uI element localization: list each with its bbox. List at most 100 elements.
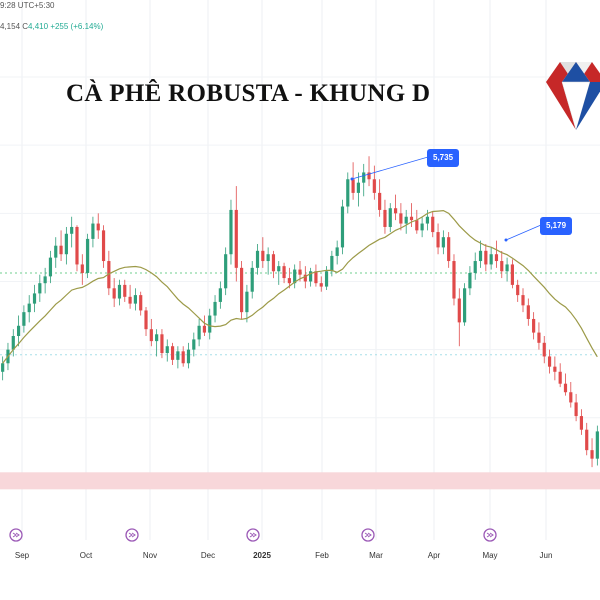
candle-body: [224, 254, 228, 289]
candle-body: [563, 383, 568, 393]
candle-body: [261, 250, 265, 262]
candle-body: [271, 254, 276, 272]
event-marker-icon[interactable]: [9, 528, 23, 542]
candle-body: [478, 250, 483, 262]
x-tick-label: Sep: [15, 551, 30, 560]
callout-may: 5,179: [540, 217, 573, 235]
x-tick-label: 2025: [253, 551, 271, 560]
candle-body: [431, 216, 435, 233]
candle-body: [234, 209, 238, 268]
candle-body: [356, 182, 360, 193]
candle-body: [367, 172, 371, 180]
candle-body: [91, 223, 95, 239]
x-axis: Sep Oct Nov Dec 2025 Feb Mar Apr May Jun: [15, 551, 553, 560]
candle-body: [558, 371, 562, 384]
candle-body: [335, 247, 339, 256]
candle-body: [266, 254, 270, 262]
x-tick-label: Mar: [369, 551, 383, 560]
candle-body: [128, 296, 132, 304]
close-label: C: [22, 22, 29, 31]
demand-zone: [0, 472, 600, 490]
x-tick-label: May: [482, 551, 497, 560]
candle-body: [192, 339, 196, 350]
callout-high: 5,735: [427, 149, 460, 167]
candle-body: [494, 254, 499, 262]
candle-body: [303, 274, 307, 282]
x-tick-label: Feb: [315, 551, 329, 560]
event-marker-icon[interactable]: [361, 528, 375, 542]
event-marker-icon[interactable]: [246, 528, 260, 542]
candle-body: [298, 269, 302, 275]
candle-body: [532, 318, 536, 333]
candle-body: [11, 336, 15, 350]
candle-body: [107, 261, 111, 289]
candle-body: [1, 363, 5, 372]
candle-body: [404, 216, 408, 224]
ohlc-readout: 4,154 C4,410 +255 (+6.14%): [0, 22, 103, 31]
candle-body: [86, 238, 90, 273]
candle-body: [80, 264, 84, 273]
candle-body: [181, 351, 185, 364]
candle-body: [160, 334, 164, 354]
callout-dot: [504, 238, 508, 242]
candle-body: [75, 226, 79, 265]
change-value: +255 (+6.14%): [50, 22, 104, 31]
x-tick-label: Apr: [428, 551, 441, 560]
callout-connector-high: [351, 156, 429, 180]
candle-body: [149, 329, 153, 342]
candle-body: [27, 303, 31, 313]
candle-body: [170, 346, 175, 360]
candle-body: [473, 261, 477, 273]
candle-body: [484, 250, 488, 265]
candle-body: [505, 264, 509, 272]
candle-body: [441, 237, 445, 248]
candle-body: [54, 245, 58, 258]
candle-body: [218, 288, 222, 302]
candle-body: [585, 429, 589, 451]
event-markers[interactable]: [9, 528, 497, 542]
candle-body: [595, 431, 599, 459]
candle-body: [287, 278, 291, 284]
candle-body: [186, 349, 191, 364]
candle-body: [362, 172, 366, 183]
candle-body: [176, 351, 180, 360]
x-tick-label: Jun: [540, 551, 553, 560]
candle-body: [123, 284, 127, 297]
candle-body: [309, 271, 313, 282]
candle-body: [340, 206, 345, 248]
x-tick-label: Oct: [80, 551, 93, 560]
event-marker-icon[interactable]: [483, 528, 497, 542]
candle-body: [48, 257, 53, 277]
candle-body: [553, 366, 557, 372]
chart-title: CÀ PHÊ ROBUSTA - KHUNG D: [66, 80, 431, 107]
candle-body: [139, 295, 143, 311]
candle-body: [489, 254, 493, 265]
candle-body: [245, 291, 249, 313]
candle-body: [547, 356, 552, 367]
candle-body: [409, 216, 414, 221]
candle-body: [468, 272, 472, 289]
candle-body: [319, 283, 323, 287]
callout-dot: [350, 177, 354, 181]
candle-body: [197, 325, 201, 340]
candle-body: [112, 288, 116, 299]
candle-body: [574, 402, 578, 417]
candle-body: [38, 283, 42, 294]
candle-body: [96, 223, 100, 231]
candle-body: [229, 209, 233, 255]
x-tick-label: Nov: [143, 551, 157, 560]
event-marker-icon[interactable]: [125, 528, 139, 542]
candle-body: [213, 301, 217, 316]
candle-body: [510, 264, 514, 285]
moving-average-line: [2, 209, 598, 364]
candle-body: [452, 261, 456, 299]
candle-body: [372, 179, 376, 193]
candle-body: [388, 208, 392, 227]
candle-body: [399, 213, 403, 224]
candle-body: [447, 237, 451, 262]
candle-body: [282, 266, 286, 279]
candle-body: [542, 342, 546, 357]
candle-body: [43, 276, 47, 284]
candle-body: [16, 325, 21, 336]
